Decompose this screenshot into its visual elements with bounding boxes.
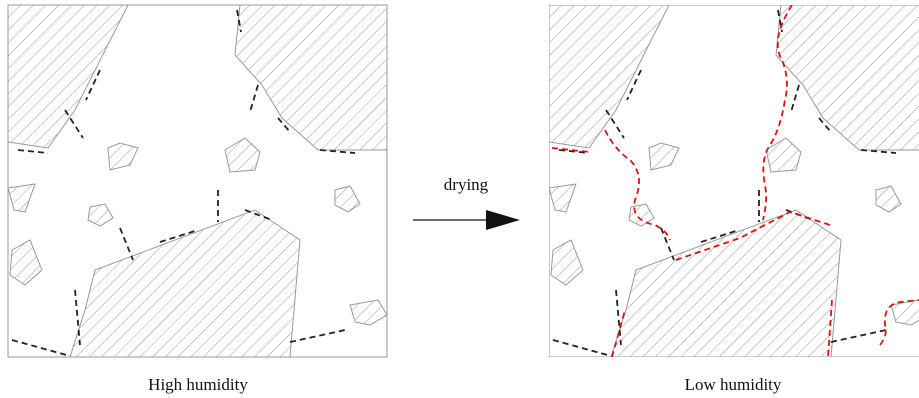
panel-high-humidity [8, 5, 387, 357]
drying-arrow: drying [413, 175, 520, 230]
figure: drying High humidity Low humidity [0, 0, 919, 398]
arrow-label: drying [444, 175, 489, 194]
caption: High humidity [148, 375, 248, 394]
panel-low-humidity [549, 5, 919, 357]
caption: Low humidity [685, 375, 782, 394]
